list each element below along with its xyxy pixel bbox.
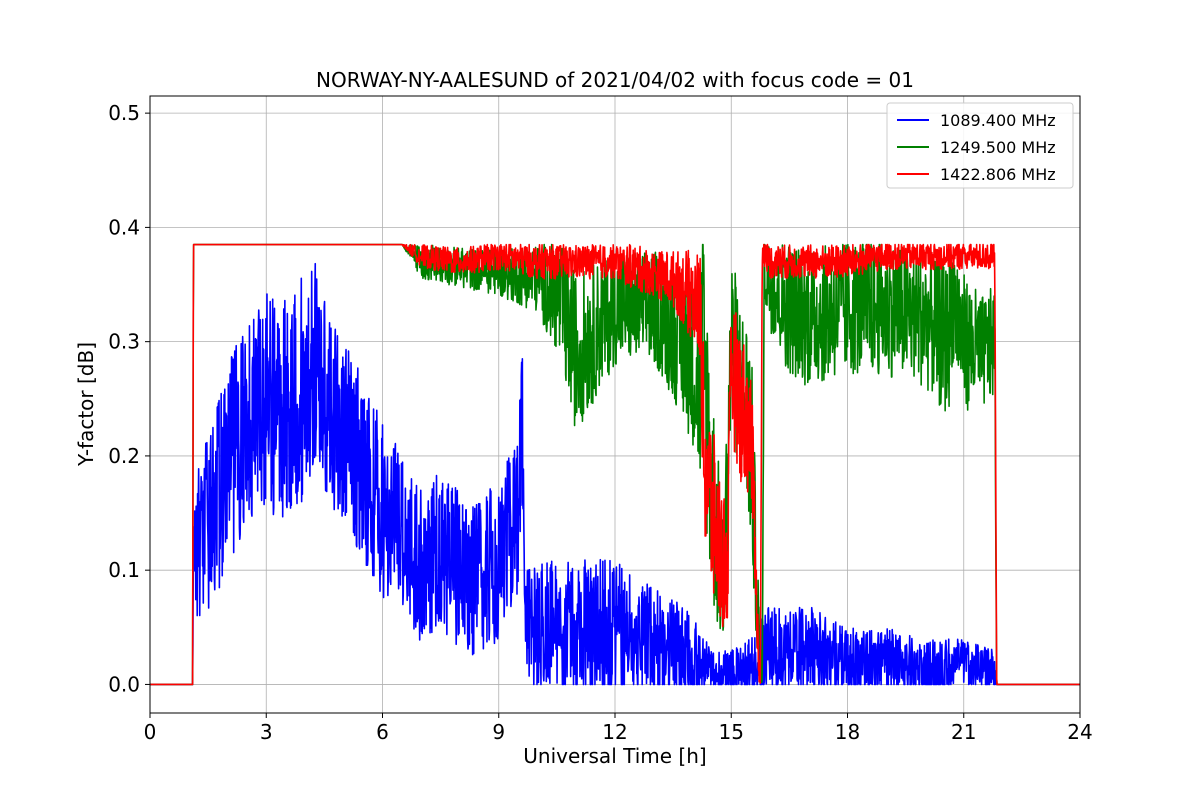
x-tick-label: 6	[376, 720, 389, 744]
y-tick-label: 0.4	[108, 215, 140, 239]
x-tick-label: 18	[835, 720, 860, 744]
legend: 1089.400 MHz 1249.500 MHz 1422.806 MHz	[886, 102, 1074, 189]
x-tick-label: 21	[951, 720, 976, 744]
plot-lines	[149, 243, 1081, 686]
y-tick-label: 0.5	[108, 101, 140, 125]
x-tick-label: 9	[492, 720, 505, 744]
chart-title: NORWAY-NY-AALESUND of 2021/04/02 with fo…	[316, 68, 914, 92]
x-axis-label: Universal Time [h]	[523, 744, 706, 768]
y-tick-label: 0.0	[108, 672, 140, 696]
y-tick-label: 0.3	[108, 330, 140, 354]
y-tick-label: 0.2	[108, 444, 140, 468]
axis-ticks: 0 3 6 9 12 15 18 21 24 0.0 0.1 0.2 0.3 0.4 0.5	[108, 101, 1093, 744]
legend-label-2: 1249.500 MHz	[940, 138, 1056, 157]
legend-box	[886, 102, 1074, 189]
x-tick-label: 12	[602, 720, 627, 744]
legend-label-1: 1089.400 MHz	[940, 111, 1056, 130]
y-axis-label: Y-factor [dB]	[74, 342, 98, 467]
x-tick-label: 15	[719, 720, 744, 744]
x-tick-label: 3	[260, 720, 273, 744]
series-line-1	[149, 262, 1081, 686]
x-tick-label: 0	[144, 720, 157, 744]
series-line-3	[149, 243, 1081, 686]
x-tick-label: 24	[1067, 720, 1092, 744]
legend-label-3: 1422.806 MHz	[940, 165, 1056, 184]
y-tick-label: 0.1	[108, 558, 140, 582]
